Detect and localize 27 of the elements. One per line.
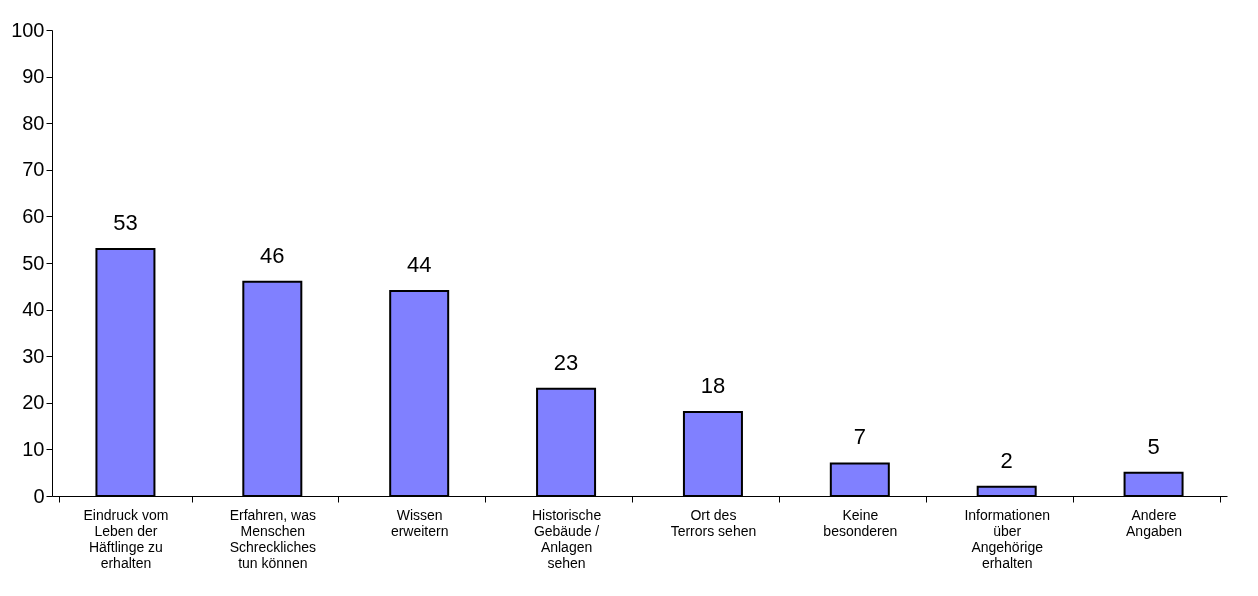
data-label: 23 [553,349,579,375]
y-tick-label: 60 [22,204,45,227]
y-tick-label: 50 [22,251,45,274]
y-tick-label: 100 [11,18,45,41]
data-label: 18 [700,373,726,399]
x-tick-label: Historische Gebäude / Anlagen sehen [531,506,602,571]
data-label: 46 [260,242,285,268]
x-tick-label: Informationen über Angehörige erhalten [964,506,1050,571]
x-tick-label: Andere Angaben [1126,506,1183,539]
y-tick-label: 0 [33,484,45,507]
x-tick-label: Keine besonderen [823,506,898,539]
y-tick-label: 20 [22,391,45,414]
y-tick-label: 90 [22,65,45,88]
data-label: 53 [113,210,138,236]
x-tick-label: Erfahren, was Menschen Schreckliches tun können [229,506,316,571]
data-label: 5 [1147,433,1160,459]
y-tick-label: 30 [22,344,45,367]
data-label: 7 [853,424,866,450]
x-tick-label: Wissen erweitern [390,506,449,539]
x-tick-label: Ort des Terrors sehen [670,506,757,539]
y-tick-label: 10 [22,437,45,460]
data-label: 44 [406,251,432,277]
y-tick-label: 40 [22,298,45,321]
y-tick-label: 80 [22,111,45,134]
data-label: 2 [1000,447,1013,473]
y-tick-label: 70 [22,158,45,181]
x-tick-label: Eindruck vom Leben der Häftlinge zu erhalten [83,506,169,571]
